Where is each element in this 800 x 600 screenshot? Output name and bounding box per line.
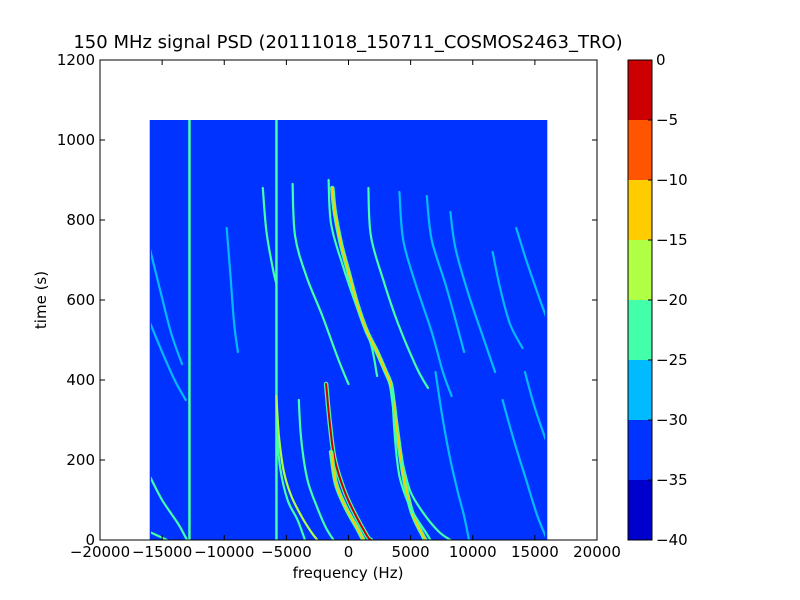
trace-13 xyxy=(331,187,427,540)
colorbar-tick-label-3: −25 xyxy=(656,351,688,369)
trace-19 xyxy=(434,370,471,540)
x-axis: −20000 −15000 −10000 −5000 0 5000 10000 15000 20… xyxy=(70,60,621,561)
trace-17 xyxy=(400,458,452,540)
plot-area: −20000 −15000 −10000 −5000 0 5000 10000 15000 20… xyxy=(57,51,621,561)
y-axis: 0 200 400 600 800 1000 1200 xyxy=(57,51,597,549)
colorbar-tick-label-6: −10 xyxy=(656,171,688,189)
x-tick-label-2: −10000 xyxy=(194,543,254,561)
colorbar-band-1 xyxy=(628,420,652,480)
heatmap-background xyxy=(149,120,548,540)
colorbar-tick-label-8: 0 xyxy=(656,51,666,69)
y-tick-label-0: 0 xyxy=(85,531,95,549)
trace-18 xyxy=(425,194,466,354)
colorbar-band-6 xyxy=(628,120,652,180)
chart-title: 150 MHz signal PSD (20111018_150711_COSM… xyxy=(73,32,622,53)
x-tick-label-3: −5000 xyxy=(261,543,312,561)
y-tick-label-3: 600 xyxy=(66,291,95,309)
colorbar: −40 −35 −30 −25 −20 −15 −10 −5 0 xyxy=(627,51,688,549)
trace-9 xyxy=(297,398,335,540)
x-tick-label-4: 0 xyxy=(344,543,354,561)
trace-1 xyxy=(151,476,189,540)
trace-24 xyxy=(523,370,545,441)
colorbar-tick-label-2: −30 xyxy=(656,411,688,429)
trace-10 xyxy=(327,178,379,378)
colorbar-band-7 xyxy=(628,60,652,120)
trace-20 xyxy=(449,210,497,374)
x-axis-label: frequency (Hz) xyxy=(293,564,404,582)
trace-8 xyxy=(291,182,350,386)
trace-2 xyxy=(151,322,187,402)
trace-11 xyxy=(325,383,372,540)
trace-15 xyxy=(390,382,432,540)
colorbar-band-4 xyxy=(628,240,652,300)
signal-traces xyxy=(151,120,545,540)
trace-5 xyxy=(261,186,278,286)
trace-23 xyxy=(515,226,545,317)
heatmap-layer xyxy=(149,120,548,540)
x-tick-label-5: 5000 xyxy=(392,543,430,561)
y-tick-label-5: 1000 xyxy=(57,131,95,149)
trace-14 xyxy=(367,186,430,390)
y-tick-label-2: 400 xyxy=(66,371,95,389)
colorbar-tick-label-5: −15 xyxy=(656,231,688,249)
trace-12 xyxy=(330,451,365,540)
x-tick-label-1: −15000 xyxy=(132,543,192,561)
trace-21 xyxy=(491,250,524,350)
colorbar-band-2 xyxy=(628,360,652,420)
colorbar-tick-label-0: −40 xyxy=(656,531,688,549)
x-tick-label-0: −20000 xyxy=(70,543,130,561)
colorbar-tick-label-1: −35 xyxy=(656,471,688,489)
x-tick-label-6: 10000 xyxy=(449,543,497,561)
trace-4 xyxy=(225,226,239,354)
y-tick-label-4: 800 xyxy=(66,211,95,229)
y-tick-label-6: 1200 xyxy=(57,51,95,69)
trace-16 xyxy=(398,190,453,398)
colorbar-band-5 xyxy=(628,180,652,240)
colorbar-tick-label-4: −20 xyxy=(656,291,688,309)
colorbar-band-3 xyxy=(628,300,652,360)
x-tick-label-7: 15000 xyxy=(511,543,559,561)
y-tick-label-1: 200 xyxy=(66,451,95,469)
trace-3 xyxy=(151,248,184,366)
colorbar-band-0 xyxy=(628,480,652,540)
y-axis-label: time (s) xyxy=(32,271,50,329)
trace-6 xyxy=(275,394,319,540)
x-tick-label-8: 20000 xyxy=(573,543,621,561)
trace-22 xyxy=(501,398,545,538)
colorbar-tick-label-7: −5 xyxy=(656,111,678,129)
trace-7 xyxy=(275,426,307,540)
